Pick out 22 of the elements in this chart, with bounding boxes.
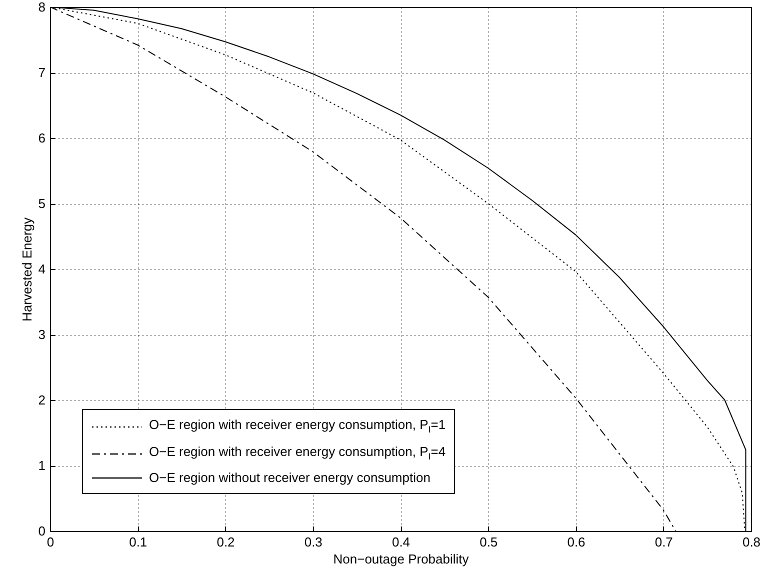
x-tick-label: 0.3 [304,534,322,550]
y-tick-label: 7 [38,65,46,80]
legend-label: O−E region without receiver energy consumption [149,469,430,488]
legend-label: O−E region with receiver energy consumption, P$_{I}$=1 [149,416,446,437]
y-tick-label: 6 [38,130,46,146]
x-tick-label: 0.8 [742,534,761,550]
x-tick-label: 0.6 [567,534,586,550]
y-tick-label: 5 [38,196,46,211]
y-tick-label: 0 [38,524,46,538]
x-tick-label: 0.5 [480,534,498,550]
y-tick-label: 3 [38,327,46,342]
x-tick-label: 0.1 [129,534,148,550]
y-axis-title: Harvested Energy [19,216,34,322]
y-tick-label: 8 [38,0,46,14]
y-tick-label: 1 [38,458,46,473]
x-tick-label: 0.2 [216,534,235,550]
y-tick-label: 4 [38,262,46,276]
x-axis-title: Non−outage Probability [333,552,470,566]
x-tick-label: 0.4 [392,534,410,550]
y-tick-label: 2 [38,392,46,408]
x-tick-label: 0.7 [654,534,673,550]
legend-label: O−E region with receiver energy consumption, P$_{I}$=4 [149,442,446,464]
